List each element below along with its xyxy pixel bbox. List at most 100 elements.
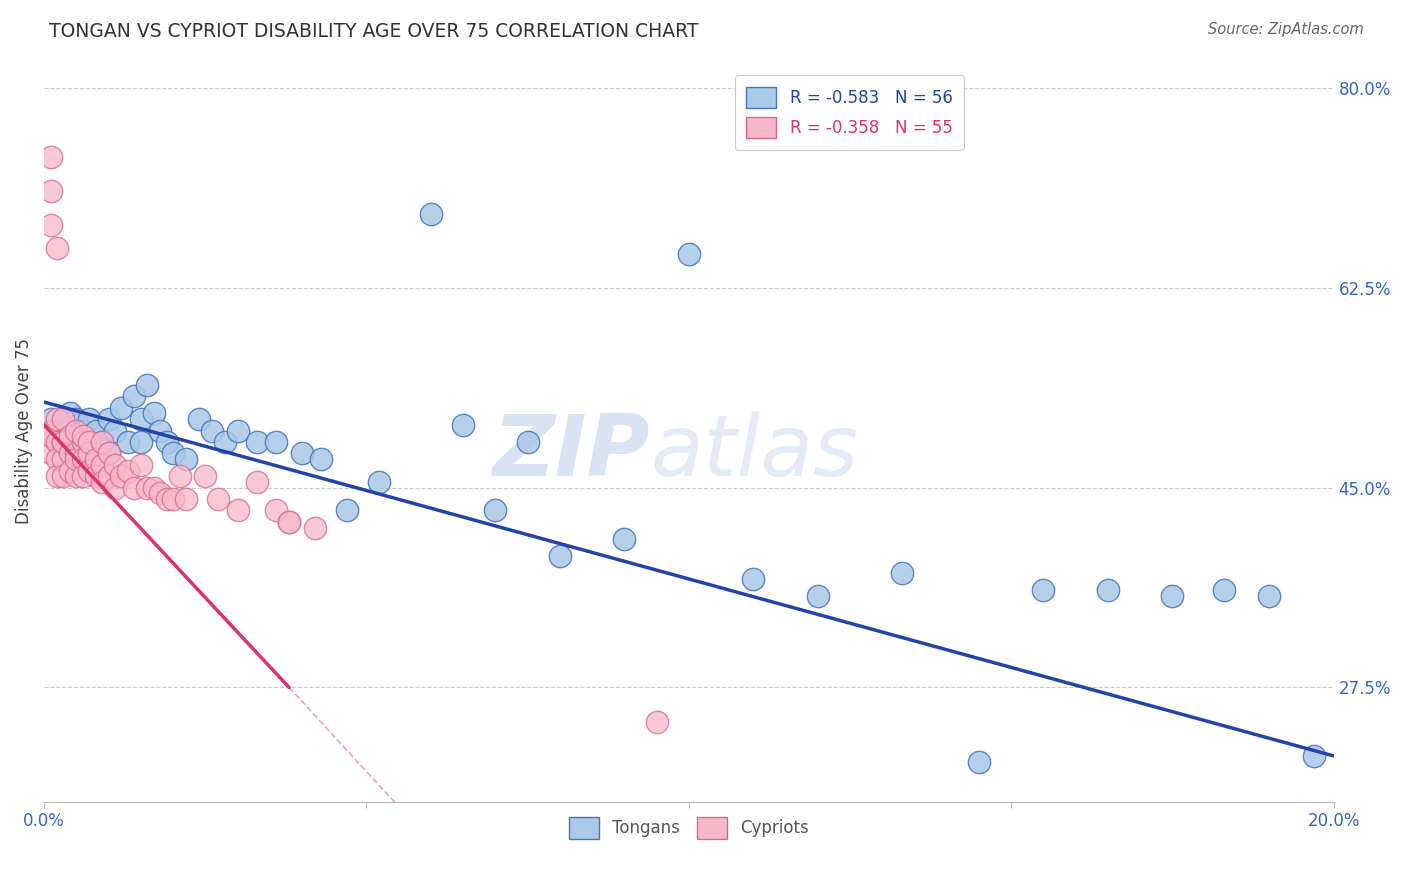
Point [311, 452, 333, 467]
Point [97, 469, 120, 483]
Point [278, 515, 301, 529]
Point [451, 417, 474, 432]
Point [246, 475, 269, 489]
Point [46, 241, 69, 255]
Point [226, 424, 249, 438]
Point [124, 389, 146, 403]
Point [59, 424, 82, 438]
Point [742, 572, 765, 586]
Point [39, 150, 62, 164]
Point [59, 464, 82, 478]
Point [72, 452, 94, 467]
Point [65, 424, 87, 438]
Point [77, 412, 100, 426]
Point [169, 469, 191, 483]
Point [278, 515, 301, 529]
Point [65, 469, 87, 483]
Point [645, 714, 668, 729]
Point [65, 412, 87, 426]
Point [207, 492, 229, 507]
Point [129, 435, 152, 450]
Point [129, 458, 152, 472]
Point [52, 469, 75, 483]
Text: ZIP: ZIP [492, 411, 650, 494]
Point [77, 446, 100, 460]
Point [124, 481, 146, 495]
Point [1213, 583, 1236, 598]
Point [39, 412, 62, 426]
Point [39, 429, 62, 443]
Point [52, 452, 75, 467]
Point [1097, 583, 1119, 598]
Point [214, 435, 236, 450]
Point [110, 469, 132, 483]
Point [1032, 583, 1054, 598]
Point [72, 446, 94, 460]
Point [420, 207, 443, 221]
Point [187, 412, 209, 426]
Point [39, 184, 62, 198]
Point [72, 469, 94, 483]
Point [52, 435, 75, 450]
Point [194, 469, 217, 483]
Point [174, 492, 197, 507]
Point [46, 424, 69, 438]
Point [39, 446, 62, 460]
Point [91, 435, 114, 450]
Point [516, 435, 538, 450]
Point [368, 475, 391, 489]
Point [72, 435, 94, 450]
Point [84, 424, 107, 438]
Point [46, 435, 69, 450]
Point [72, 424, 94, 438]
Point [156, 492, 179, 507]
Point [136, 378, 159, 392]
Point [91, 458, 114, 472]
Point [59, 407, 82, 421]
Point [142, 481, 165, 495]
Point [59, 429, 82, 443]
Point [39, 429, 62, 443]
Point [65, 446, 87, 460]
Point [39, 424, 62, 438]
Point [52, 435, 75, 450]
Point [149, 486, 172, 500]
Point [807, 589, 830, 603]
Point [46, 452, 69, 467]
Point [72, 429, 94, 443]
Point [1258, 589, 1281, 603]
Legend: Tongans, Cypriots: Tongans, Cypriots [562, 811, 815, 846]
Point [104, 481, 127, 495]
Text: atlas: atlas [650, 411, 858, 494]
Point [97, 412, 120, 426]
Point [129, 412, 152, 426]
Point [46, 469, 69, 483]
Point [136, 481, 159, 495]
Point [65, 452, 87, 467]
Point [678, 246, 700, 260]
Point [226, 503, 249, 517]
Point [291, 446, 314, 460]
Text: TONGAN VS CYPRIOT DISABILITY AGE OVER 75 CORRELATION CHART: TONGAN VS CYPRIOT DISABILITY AGE OVER 75… [49, 22, 699, 41]
Point [65, 435, 87, 450]
Point [77, 435, 100, 450]
Point [117, 435, 139, 450]
Point [117, 464, 139, 478]
Point [149, 424, 172, 438]
Point [97, 446, 120, 460]
Point [174, 452, 197, 467]
Point [104, 458, 127, 472]
Point [162, 446, 184, 460]
Point [46, 412, 69, 426]
Point [967, 755, 990, 769]
Point [548, 549, 571, 563]
Point [142, 407, 165, 421]
Point [264, 435, 287, 450]
Point [1161, 589, 1184, 603]
Point [52, 435, 75, 450]
Point [890, 566, 912, 581]
Point [84, 469, 107, 483]
Point [201, 424, 224, 438]
Point [156, 435, 179, 450]
Point [304, 520, 326, 534]
